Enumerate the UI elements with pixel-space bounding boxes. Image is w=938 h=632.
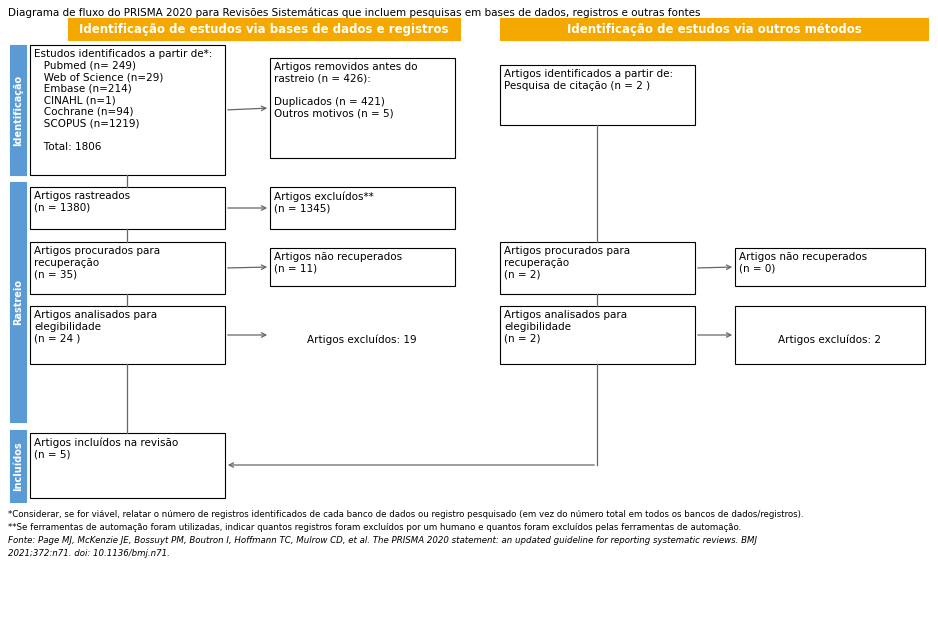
Text: *Considerar, se for viável, relatar o número de registros identificados de cada : *Considerar, se for viável, relatar o nú…	[8, 510, 804, 519]
Text: Artigos identificados a partir de:
Pesquisa de citação (n = 2 ): Artigos identificados a partir de: Pesqu…	[504, 69, 673, 90]
Text: Artigos analisados para
elegibilidade
(n = 24 ): Artigos analisados para elegibilidade (n…	[34, 310, 158, 343]
FancyBboxPatch shape	[30, 187, 225, 229]
FancyBboxPatch shape	[30, 306, 225, 364]
Text: 2021;372:n71. doi: 10.1136/bmj.n71.: 2021;372:n71. doi: 10.1136/bmj.n71.	[8, 549, 170, 558]
FancyBboxPatch shape	[30, 242, 225, 294]
Text: Estudos identificados a partir de*:
   Pubmed (n= 249)
   Web of Science (n=29)
: Estudos identificados a partir de*: Pubm…	[34, 49, 212, 152]
Text: Artigos não recuperados
(n = 11): Artigos não recuperados (n = 11)	[274, 252, 402, 274]
FancyBboxPatch shape	[735, 306, 925, 364]
Text: **Se ferramentas de automação foram utilizadas, indicar quantos registros foram : **Se ferramentas de automação foram util…	[8, 523, 741, 532]
FancyBboxPatch shape	[270, 187, 455, 229]
FancyBboxPatch shape	[10, 430, 26, 502]
Text: Artigos procurados para
recuperação
(n = 2): Artigos procurados para recuperação (n =…	[504, 246, 630, 279]
FancyBboxPatch shape	[500, 242, 695, 294]
Text: Artigos procurados para
recuperação
(n = 35): Artigos procurados para recuperação (n =…	[34, 246, 160, 279]
FancyBboxPatch shape	[270, 58, 455, 158]
Text: Rastreio: Rastreio	[13, 279, 23, 325]
FancyBboxPatch shape	[10, 182, 26, 422]
FancyBboxPatch shape	[735, 248, 925, 286]
Text: Artigos excluídos**
(n = 1345): Artigos excluídos** (n = 1345)	[274, 191, 373, 213]
Text: Artigos analisados para
elegibilidade
(n = 2): Artigos analisados para elegibilidade (n…	[504, 310, 628, 343]
Text: Artigos rastreados
(n = 1380): Artigos rastreados (n = 1380)	[34, 191, 130, 212]
FancyBboxPatch shape	[30, 433, 225, 498]
Text: Artigos excluídos: 19: Artigos excluídos: 19	[307, 335, 416, 345]
FancyBboxPatch shape	[68, 18, 460, 40]
Text: Diagrama de fluxo do PRISMA 2020 para Revisões Sistemáticas que incluem pesquisa: Diagrama de fluxo do PRISMA 2020 para Re…	[8, 8, 701, 18]
FancyBboxPatch shape	[500, 65, 695, 125]
Text: Incluídos: Incluídos	[13, 441, 23, 491]
FancyBboxPatch shape	[30, 45, 225, 175]
Text: Identificação: Identificação	[13, 75, 23, 145]
Text: Identificação de estudos via outros métodos: Identificação de estudos via outros méto…	[567, 23, 861, 35]
Text: Fonte: Page MJ, McKenzie JE, Bossuyt PM, Boutron I, Hoffmann TC, Mulrow CD, et a: Fonte: Page MJ, McKenzie JE, Bossuyt PM,…	[8, 536, 757, 545]
FancyBboxPatch shape	[270, 248, 455, 286]
FancyBboxPatch shape	[500, 306, 695, 364]
Text: Artigos excluídos: 2: Artigos excluídos: 2	[779, 335, 882, 345]
Text: Identificação de estudos via bases de dados e registros: Identificação de estudos via bases de da…	[79, 23, 448, 35]
FancyBboxPatch shape	[10, 45, 26, 175]
Text: Artigos incluídos na revisão
(n = 5): Artigos incluídos na revisão (n = 5)	[34, 437, 178, 459]
Text: Artigos removidos antes do
rastreio (n = 426):

Duplicados (n = 421)
Outros moti: Artigos removidos antes do rastreio (n =…	[274, 62, 417, 118]
FancyBboxPatch shape	[500, 18, 928, 40]
Text: Artigos não recuperados
(n = 0): Artigos não recuperados (n = 0)	[739, 252, 867, 274]
